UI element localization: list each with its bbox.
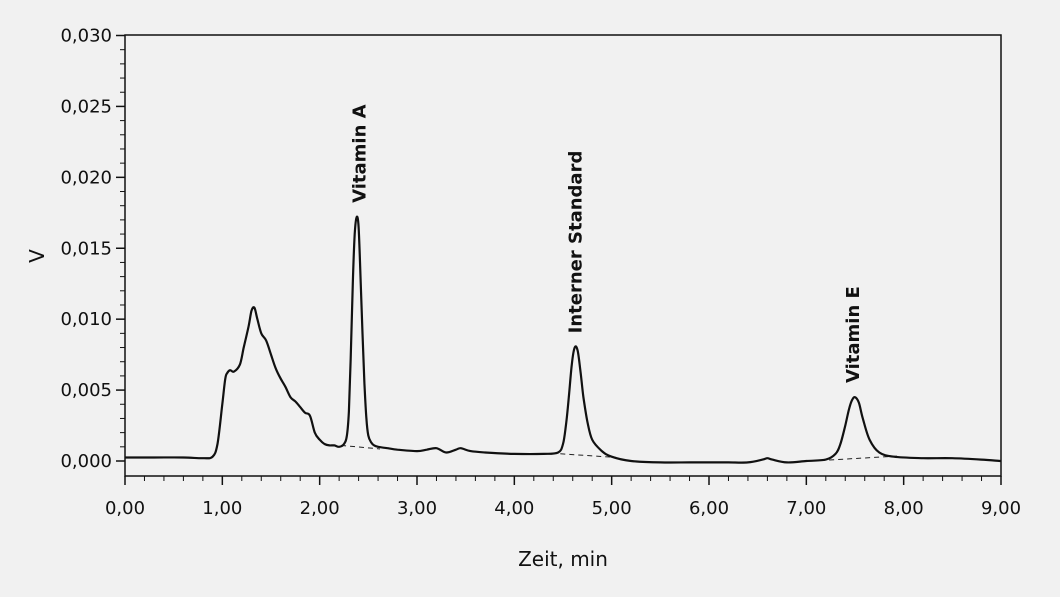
x-tick-label: 6,00 [689,498,729,519]
x-tick-label: 5,00 [592,498,632,519]
x-tick-label: 9,00 [981,498,1021,519]
baseline-line [811,455,899,462]
x-tick-label: 8,00 [884,498,924,519]
baseline-line [341,444,381,450]
plot-frame [124,34,1002,477]
baseline-line [551,452,617,458]
y-tick-label: 0,030 [60,26,112,47]
y-tick-label: 0,010 [60,309,112,330]
y-tick-label: 0,020 [60,167,112,188]
peak-annotations: Vitamin A Interner Standard Vitamin E [350,104,864,383]
peak-annotation: Vitamin E [843,286,864,383]
x-tick-label: 7,00 [786,498,826,519]
x-axis-label: Zeit, min [518,547,608,571]
y-tick-label: 0,000 [60,451,112,472]
integration-baselines [341,444,899,462]
y-axis-label: V [25,249,49,263]
x-tick-label: 1,00 [202,498,242,519]
x-tick-label: 4,00 [494,498,534,519]
x-tick-label: 3,00 [397,498,437,519]
y-tick-label: 0,015 [60,238,112,259]
peak-annotation: Vitamin A [350,104,371,203]
x-tick-label: 2,00 [300,498,340,519]
peak-annotation: Interner Standard [566,151,587,334]
x-axis-ticks: 0,00 1,00 2,00 3,00 4,00 5,00 6,00 7,00 8,00 9,00 [105,476,1021,519]
y-tick-label: 0,025 [60,96,112,117]
x-tick-label: 0,00 [105,498,145,519]
y-tick-label: 0,005 [60,380,112,401]
signal-series [125,215,1002,464]
signal-line [125,215,1002,464]
y-axis-ticks: 0,000 0,005 0,010 0,015 0,020 0,025 0,030 [60,26,125,472]
